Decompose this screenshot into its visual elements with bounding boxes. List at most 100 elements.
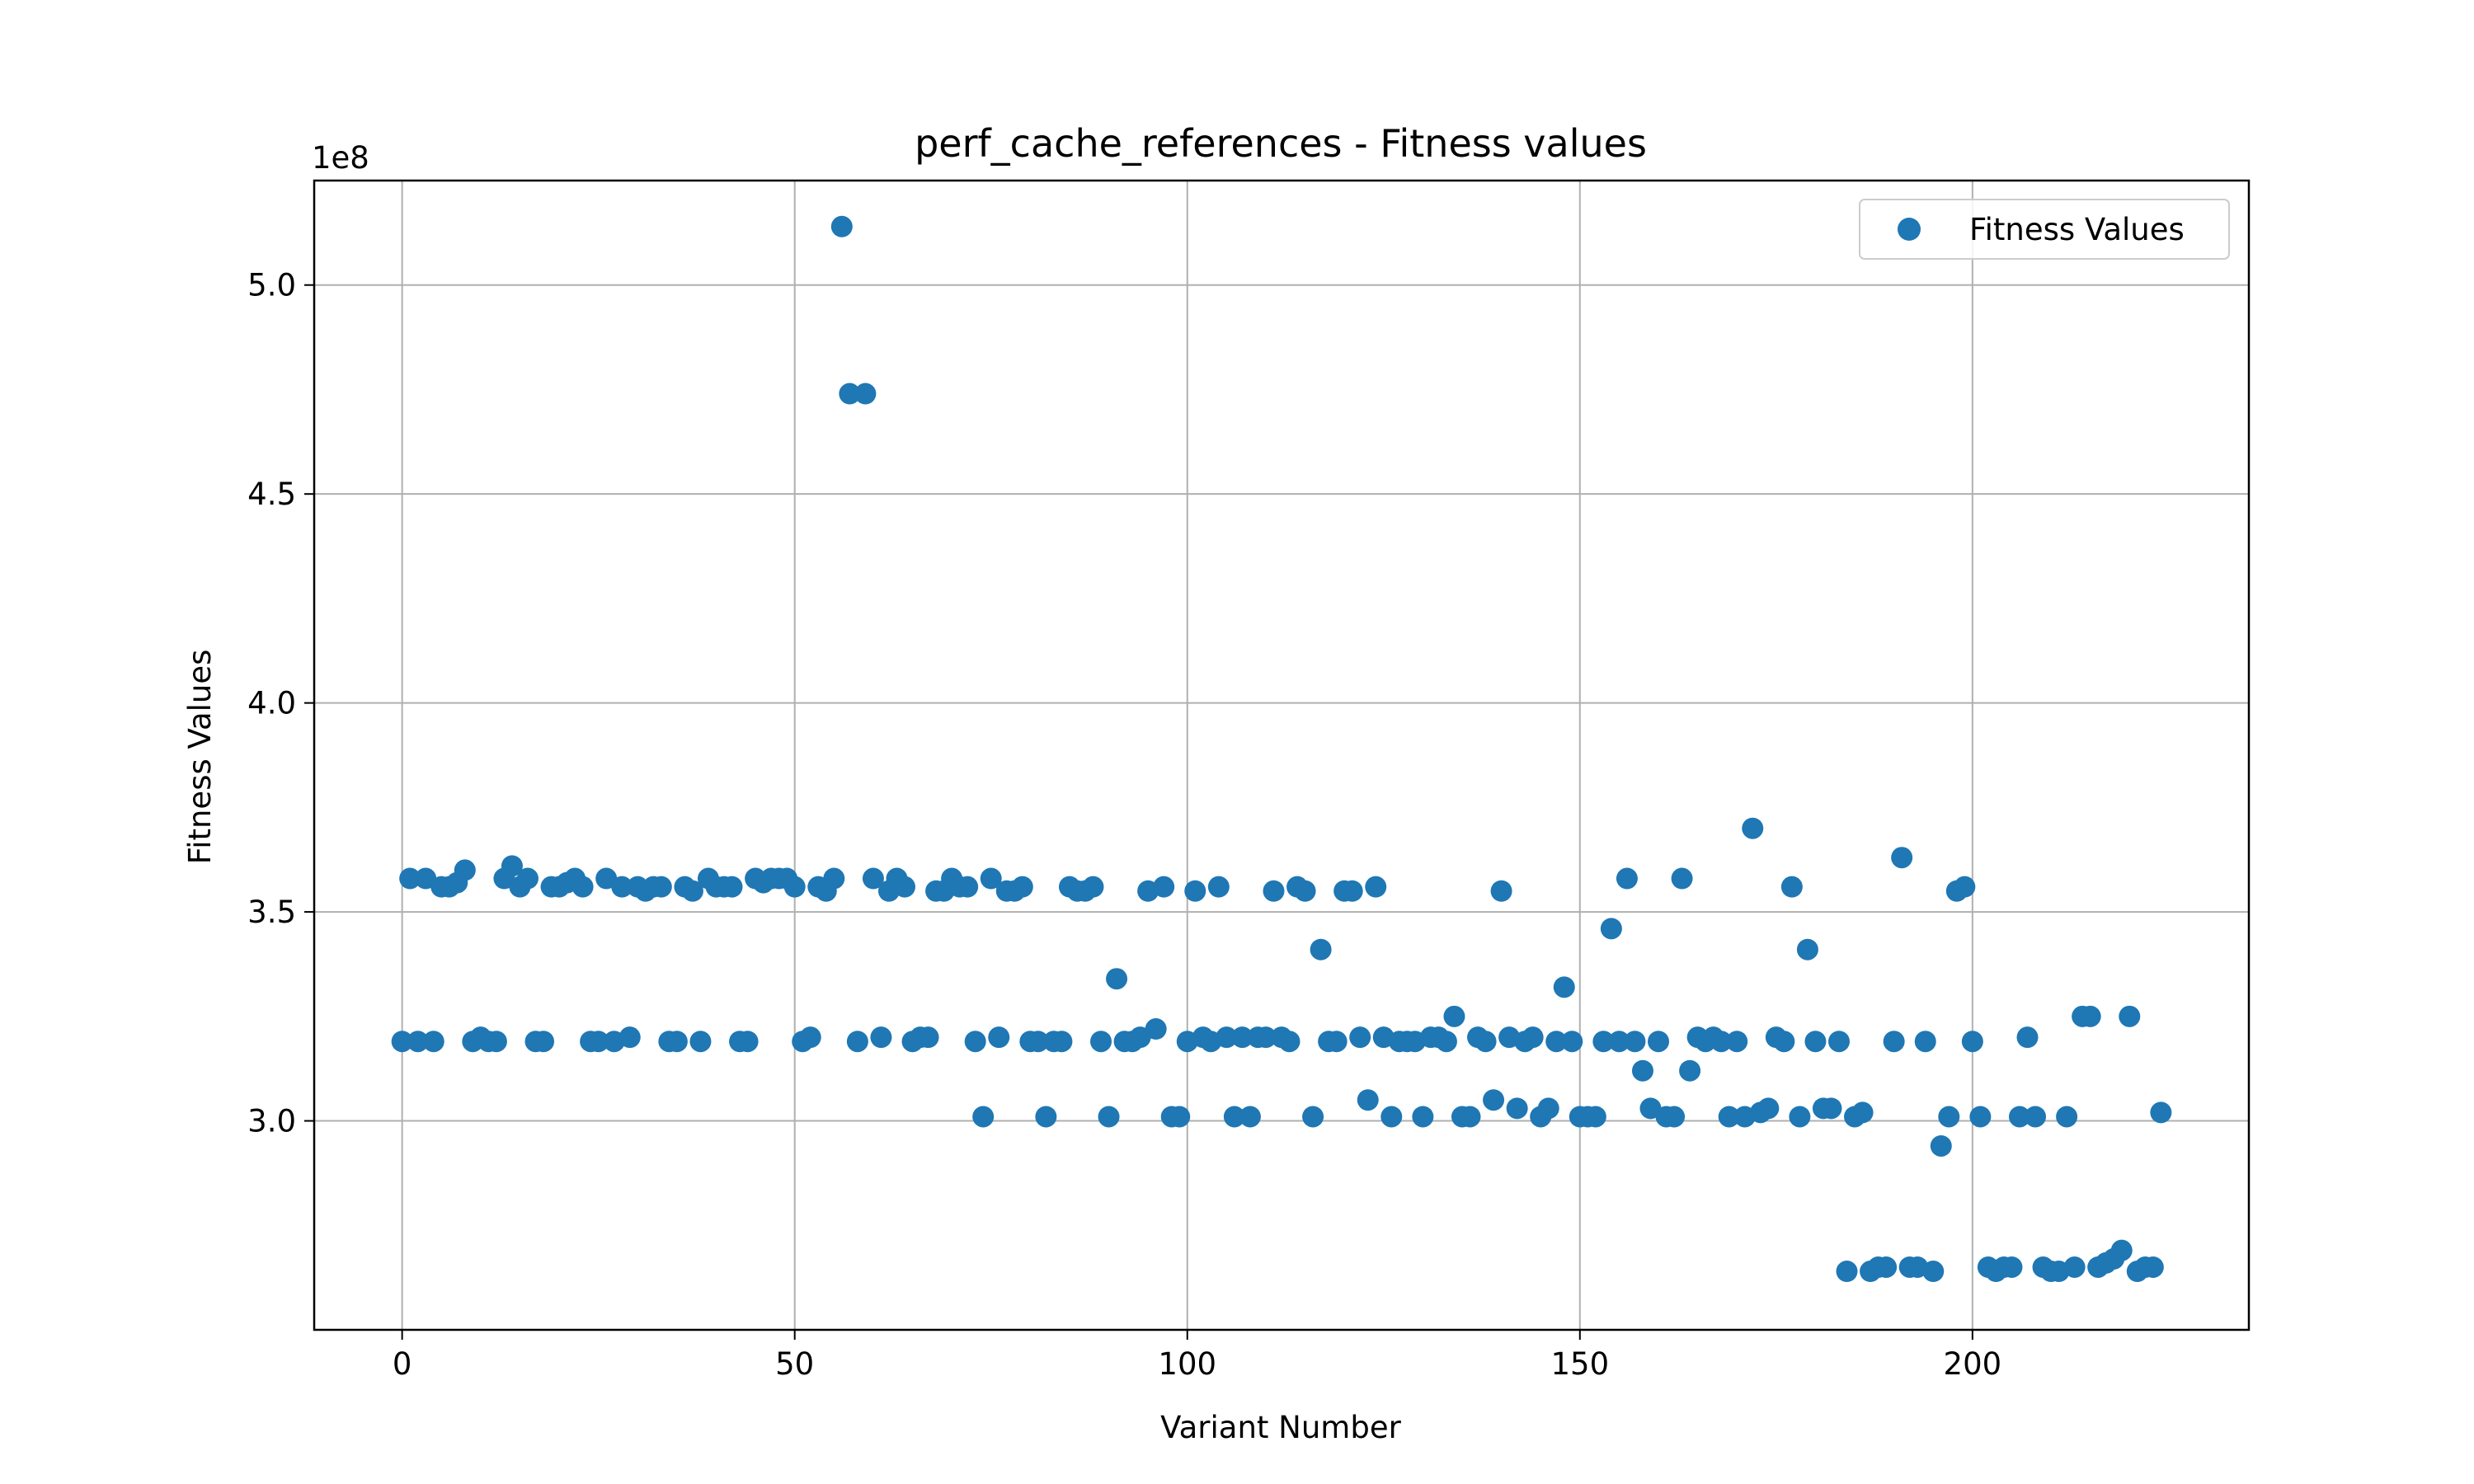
- data-point: [1302, 1106, 1324, 1128]
- data-point: [1490, 880, 1512, 902]
- data-point: [2025, 1106, 2047, 1128]
- data-point: [2001, 1256, 2023, 1278]
- data-point: [1357, 1089, 1379, 1111]
- legend-entry-label: Fitness Values: [1969, 212, 2185, 247]
- data-point: [1961, 1031, 1983, 1053]
- data-point: [1443, 1005, 1465, 1027]
- data-point: [1891, 847, 1913, 869]
- data-point: [972, 1106, 995, 1128]
- data-point: [1051, 1031, 1073, 1053]
- data-point: [1608, 1031, 1630, 1053]
- y-axis-ticks: 3.0 3.5 4.0 4.5 5.0: [247, 268, 314, 1139]
- chart-title: perf_cache_references - Fitness values: [915, 121, 1647, 166]
- y-tick-label: 3.0: [247, 1104, 296, 1139]
- data-point: [2016, 1026, 2039, 1049]
- data-point: [1836, 1261, 1858, 1283]
- data-point: [1584, 1106, 1606, 1128]
- data-point: [1726, 1031, 1748, 1053]
- data-point: [823, 867, 845, 890]
- data-point: [1223, 1106, 1245, 1128]
- data-point: [1365, 876, 1387, 898]
- data-point: [571, 876, 594, 898]
- data-point: [391, 1031, 413, 1053]
- data-point: [1412, 1106, 1434, 1128]
- data-point: [1380, 1106, 1403, 1128]
- data-point: [1938, 1106, 1960, 1128]
- data-point: [1631, 1059, 1653, 1082]
- data-point: [1341, 880, 1363, 902]
- data-point: [587, 1031, 609, 1053]
- data-point: [533, 1031, 555, 1053]
- data-point: [988, 1026, 1010, 1049]
- data-point: [611, 876, 633, 898]
- data-point: [1679, 1059, 1701, 1082]
- data-point: [1129, 1026, 1151, 1049]
- legend-marker: [1898, 218, 1921, 241]
- data-point: [1804, 1031, 1827, 1053]
- data-point: [1522, 1026, 1544, 1049]
- data-point: [1883, 1031, 1905, 1053]
- x-axis-label: Variant Number: [1160, 1410, 1401, 1445]
- data-point: [2119, 1005, 2141, 1027]
- data-point: [799, 1026, 821, 1049]
- data-point: [1757, 1097, 1780, 1120]
- data-point: [1624, 1031, 1646, 1053]
- x-tick-label: 200: [1944, 1346, 2002, 1382]
- data-point: [1875, 1256, 1898, 1278]
- data-point: [839, 383, 861, 405]
- data-point: [957, 876, 979, 898]
- data-point: [1216, 1026, 1238, 1049]
- data-point: [1027, 1031, 1049, 1053]
- data-point: [1616, 867, 1638, 890]
- data-point: [2008, 1106, 2030, 1128]
- data-point: [1483, 1089, 1505, 1111]
- x-axis-ticks: 0 50 100 150 200: [393, 1330, 2001, 1382]
- x-tick-label: 0: [393, 1346, 412, 1382]
- data-point: [2056, 1106, 2078, 1128]
- data-point: [854, 383, 877, 405]
- data-point: [1278, 1031, 1300, 1053]
- y-axis-offset-label: 1e8: [312, 140, 369, 176]
- data-point: [1718, 1106, 1740, 1128]
- data-point: [399, 867, 421, 890]
- data-point: [415, 867, 437, 890]
- data-point: [1090, 1031, 1112, 1053]
- data-point: [501, 855, 523, 877]
- data-point: [830, 215, 853, 237]
- data-point: [1254, 1026, 1277, 1049]
- data-point: [2150, 1101, 2172, 1124]
- y-axis-label: Fitness Values: [182, 650, 218, 865]
- data-point: [783, 876, 806, 898]
- data-point: [1145, 1018, 1167, 1040]
- data-point: [689, 1031, 712, 1053]
- data-point: [666, 1031, 688, 1053]
- data-point: [1435, 1031, 1457, 1053]
- plot-frame: [313, 179, 2251, 1331]
- data-point: [2142, 1256, 2164, 1278]
- data-point: [870, 1026, 892, 1049]
- data-point: [1310, 938, 1332, 960]
- grid-lines: [314, 181, 2249, 1330]
- data-point: [1851, 1101, 1874, 1124]
- data-point: [736, 1031, 759, 1053]
- data-point: [1780, 876, 1803, 898]
- data-point: [1742, 817, 1764, 839]
- data-point: [1035, 1106, 1057, 1128]
- data-point: [1827, 1031, 1850, 1053]
- data-point: [1459, 1106, 1481, 1128]
- data-point: [1930, 1134, 1952, 1157]
- data-point: [1639, 1097, 1662, 1120]
- data-point: [2110, 1239, 2133, 1261]
- data-point: [2079, 1005, 2101, 1027]
- data-point: [1789, 1106, 1811, 1128]
- y-tick-label: 3.5: [247, 895, 296, 930]
- data-point: [1239, 1106, 1261, 1128]
- data-point: [485, 1031, 507, 1053]
- x-tick-label: 150: [1550, 1346, 1609, 1382]
- data-point: [1820, 1097, 1842, 1120]
- data-point: [1648, 1031, 1670, 1053]
- data-point: [1710, 1031, 1733, 1053]
- y-tick-label: 5.0: [247, 268, 296, 303]
- data-point: [595, 867, 618, 890]
- data-point: [917, 1026, 939, 1049]
